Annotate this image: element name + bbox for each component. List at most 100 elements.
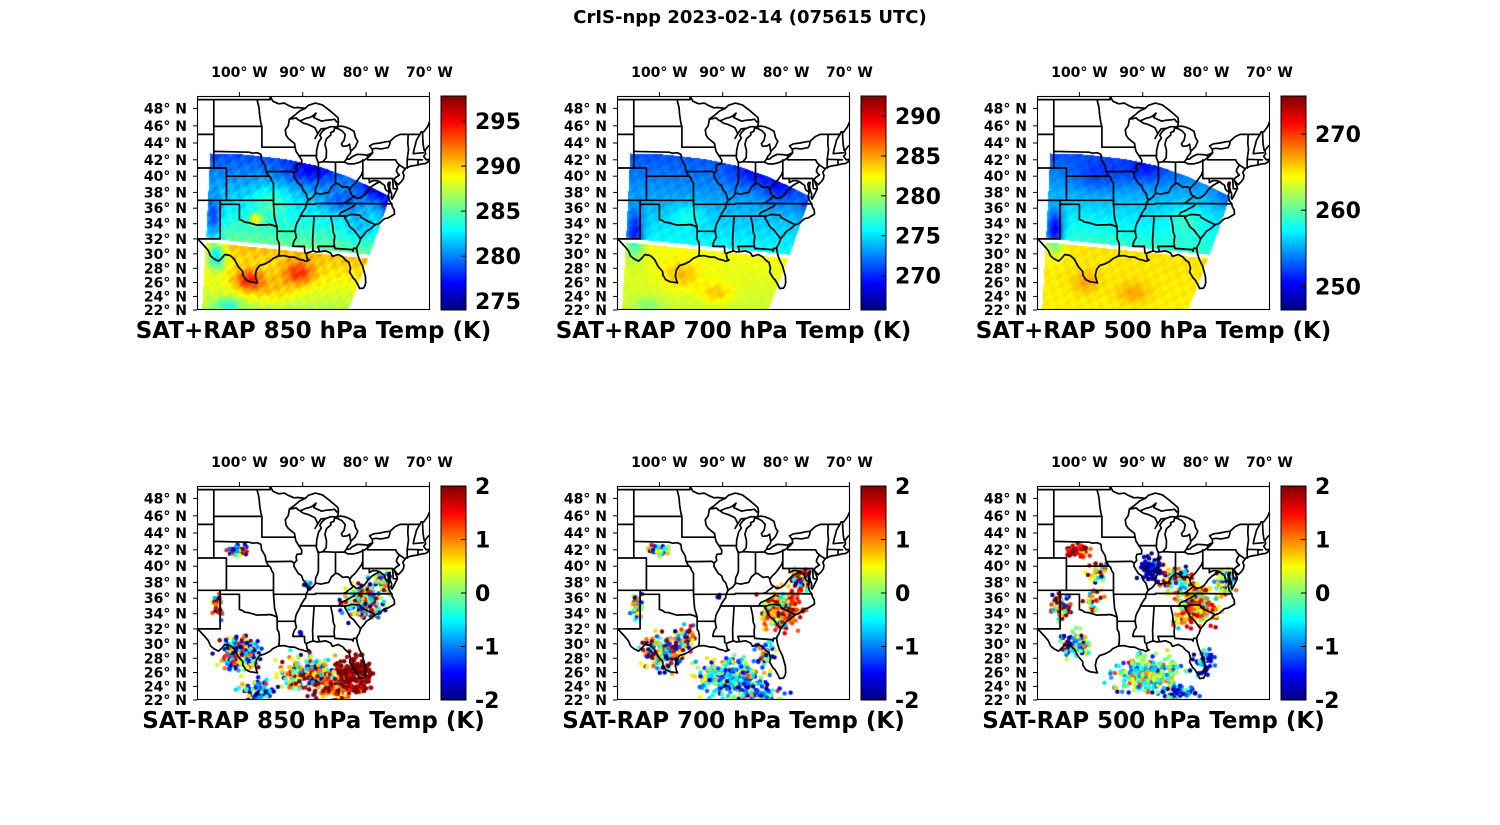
lat-tick-label: 42° N (984, 153, 1027, 169)
colorbar-tick-label: -2 (475, 689, 499, 714)
colorbar-sat_plus_rap_850 (440, 95, 467, 311)
panel-title-sat_plus_rap_500: SAT+RAP 500 hPa Temp (K) (976, 318, 1332, 344)
lat-tick-label: 24° N (984, 289, 1027, 305)
lat-tick-label: 44° N (984, 526, 1027, 542)
lon-tick-label: 70° W (1246, 65, 1293, 81)
lat-tick-label: 42° N (984, 543, 1027, 559)
panel-sat_plus_rap_500: 100° W 90° W 80° W 70° W 48° N 46° N44° N42° … (976, 65, 1361, 344)
lat-tick-label: 46° N (564, 119, 607, 135)
lat-tick-label: 30° N (984, 247, 1027, 263)
map-frame-sat_minus_rap_500 (1036, 485, 1271, 701)
colorbar-tick-label: 270 (1315, 123, 1361, 148)
lat-tick-label: 34° N (984, 217, 1027, 233)
lat-tick-label: 44° N (564, 526, 607, 542)
lat-tick-label: 22° N (984, 303, 1027, 319)
colorbar-tick-label: 280 (475, 245, 521, 270)
lon-tick-label: 90° W (699, 65, 746, 81)
colorbar-tick-label: 2 (475, 475, 490, 500)
lon-tick-label: 80° W (763, 65, 810, 81)
lat-tick-label: 28° N (984, 651, 1027, 667)
colorbar-tick-label: 250 (1315, 275, 1361, 300)
lat-tick-label: 46° N (564, 509, 607, 525)
colorbar-sat_plus_rap_700 (860, 95, 887, 311)
lat-tick-label: 36° N (984, 201, 1027, 217)
panel-title-sat_minus_rap_700: SAT-RAP 700 hPa Temp (K) (562, 708, 904, 734)
state-borders-sat_minus_rap_700 (617, 486, 850, 680)
lon-tick-label: 100° W (211, 65, 268, 81)
lat-tick-label: 32° N (144, 232, 187, 248)
lat-tick-label: 38° N (984, 575, 1027, 591)
lon-tick-label: 70° W (406, 455, 453, 471)
lat-tick-label: 46° N (144, 119, 187, 135)
map-frame-sat_plus_rap_500 (1036, 95, 1271, 311)
lon-tick-label: 80° W (343, 65, 390, 81)
colorbar-tick-label: 1 (1315, 529, 1330, 554)
panel-sat_plus_rap_700: 100° W 90° W 80° W 70° W 48° N 46° N44° N42° … (556, 65, 941, 344)
lat-tick-label: 32° N (984, 622, 1027, 638)
lat-tick-label: 28° N (564, 651, 607, 667)
lon-tick-label: 70° W (826, 455, 873, 471)
colorbar-tick-label: 275 (475, 290, 521, 315)
colorbar-tick-label: 0 (895, 582, 910, 607)
lat-tick-label: 48° N (564, 491, 607, 507)
lat-tick-label: 38° N (144, 185, 187, 201)
state-borders-sat_minus_rap_500 (1037, 486, 1270, 680)
colorbar-tick-label: 295 (475, 110, 521, 135)
lat-tick-label: 26° N (564, 666, 607, 682)
lon-tick-label: 70° W (826, 65, 873, 81)
lon-tick-label: 90° W (1119, 455, 1166, 471)
colorbar-tick-label: 0 (475, 582, 490, 607)
lon-tick-label: 100° W (631, 65, 688, 81)
lat-tick-label: 40° N (564, 559, 607, 575)
colorbar-tick-label: 290 (475, 155, 521, 180)
lon-tick-label: 90° W (279, 65, 326, 81)
lat-tick-label: 28° N (564, 261, 607, 277)
panel-title-sat_minus_rap_850: SAT-RAP 850 hPa Temp (K) (142, 708, 484, 734)
lon-tick-label: 100° W (1051, 65, 1108, 81)
lon-tick-label: 90° W (279, 455, 326, 471)
lat-tick-label: 26° N (984, 276, 1027, 292)
lat-tick-label: 46° N (984, 119, 1027, 135)
lat-tick-label: 40° N (564, 169, 607, 185)
lon-tick-label: 80° W (343, 455, 390, 471)
lat-tick-label: 22° N (564, 693, 607, 709)
state-borders-sat_plus_rap_500 (1037, 96, 1270, 290)
panel-sat_plus_rap_850: 100° W 90° W 80° W 70° W 48° N 46° N44° N42° … (136, 65, 521, 344)
lat-tick-label: 26° N (144, 666, 187, 682)
lat-tick-label: 40° N (144, 169, 187, 185)
lat-tick-label: 24° N (144, 679, 187, 695)
map-frame-sat_minus_rap_850 (196, 485, 431, 701)
lon-tick-label: 100° W (211, 455, 268, 471)
lat-tick-label: 42° N (144, 153, 187, 169)
lat-tick-label: 28° N (984, 261, 1027, 277)
lat-tick-label: 30° N (144, 637, 187, 653)
lat-tick-label: 38° N (564, 185, 607, 201)
panel-sat_minus_rap_850: 100° W 90° W 80° W 70° W 48° N 46° N44° N42° … (142, 455, 499, 734)
lat-tick-label: 48° N (984, 101, 1027, 117)
lat-tick-label: 44° N (984, 136, 1027, 152)
lat-tick-label: 40° N (984, 169, 1027, 185)
colorbar-tick-label: -2 (1315, 689, 1339, 714)
lat-tick-label: 38° N (564, 575, 607, 591)
lat-tick-label: 30° N (564, 247, 607, 263)
colorbar-tick-label: 275 (895, 225, 941, 250)
lat-tick-label: 34° N (984, 607, 1027, 623)
lat-tick-label: 30° N (144, 247, 187, 263)
lat-tick-label: 26° N (984, 666, 1027, 682)
lat-tick-label: 44° N (144, 136, 187, 152)
lat-tick-label: 26° N (564, 276, 607, 292)
colorbar-tick-label: 1 (895, 529, 910, 554)
lat-tick-label: 40° N (984, 559, 1027, 575)
lat-tick-label: 36° N (144, 591, 187, 607)
panel-title-sat_plus_rap_850: SAT+RAP 850 hPa Temp (K) (136, 318, 492, 344)
lat-tick-label: 24° N (564, 679, 607, 695)
lon-tick-label: 90° W (1119, 65, 1166, 81)
lat-tick-label: 44° N (564, 136, 607, 152)
lat-tick-label: 48° N (984, 491, 1027, 507)
panel-title-sat_plus_rap_700: SAT+RAP 700 hPa Temp (K) (556, 318, 912, 344)
state-borders-sat_plus_rap_850 (197, 96, 430, 290)
lat-tick-label: 24° N (144, 289, 187, 305)
lat-tick-label: 46° N (144, 509, 187, 525)
state-borders-sat_minus_rap_850 (197, 486, 430, 680)
